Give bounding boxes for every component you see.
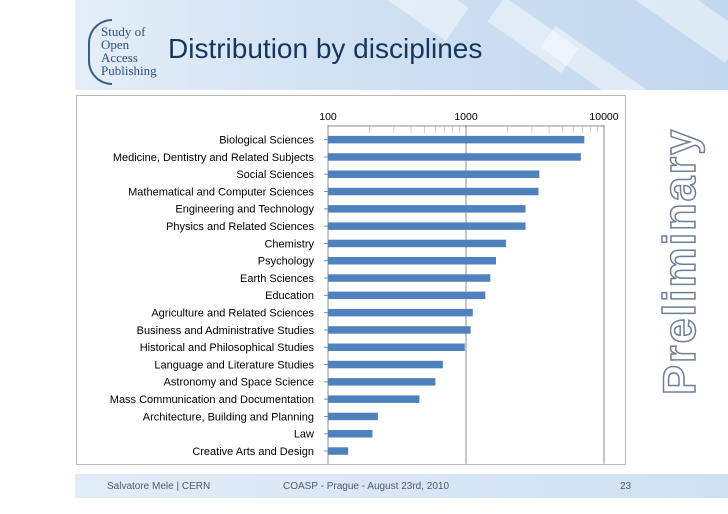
x-tick-label: 100 — [319, 111, 337, 123]
category-label: Mathematical and Computer Sciences — [128, 186, 314, 198]
category-label: Creative Arts and Design — [192, 446, 314, 458]
category-label: Historical and Philosophical Studies — [140, 342, 315, 354]
logo-line-2: Open — [101, 37, 130, 52]
bar — [328, 343, 465, 351]
footer-page-number: 23 — [620, 481, 632, 492]
category-label: Business and Administrative Studies — [137, 325, 315, 337]
bar — [328, 170, 540, 178]
bar — [328, 274, 491, 282]
category-label: Architecture, Building and Planning — [143, 411, 314, 423]
bar — [328, 412, 378, 421]
category-label: Mass Communication and Documentation — [110, 394, 314, 406]
header-band — [75, 0, 728, 90]
preliminary-watermark: Preliminary — [653, 127, 706, 396]
category-label: Engineering and Technology — [175, 204, 314, 216]
category-label: Psychology — [258, 256, 315, 268]
category-label: Agriculture and Related Sciences — [151, 307, 314, 319]
x-tick-label: 10000 — [589, 111, 618, 123]
category-label: Astronomy and Space Science — [164, 377, 314, 389]
category-label: Physics and Related Sciences — [166, 221, 314, 233]
category-label: Education — [265, 290, 314, 302]
logo-line-1: Study of — [101, 24, 146, 39]
category-label: Language and Literature Studies — [154, 359, 314, 371]
bar — [328, 239, 507, 248]
category-label: Biological Sciences — [219, 134, 314, 146]
bar — [328, 360, 443, 369]
bar-chart: 100 1000 10000 Biological Sciences Medicine,… — [110, 111, 619, 464]
footer-event: COASP - Prague - August 23rd, 2010 — [283, 481, 450, 492]
bar — [328, 378, 436, 386]
bar — [328, 187, 539, 196]
logo-line-3: Access — [101, 50, 138, 65]
bar — [328, 153, 581, 161]
bar — [328, 308, 473, 317]
x-tick-label: 1000 — [454, 111, 478, 123]
slide-title: Distribution by disciplines — [168, 33, 483, 64]
footer-band: Salvatore Mele | CERN COASP - Prague - A… — [75, 474, 728, 498]
bar — [328, 135, 585, 144]
category-label: Social Sciences — [236, 169, 314, 181]
category-label: Earth Sciences — [240, 273, 314, 285]
logo-line-4: Publishing — [101, 63, 157, 78]
category-label: Chemistry — [264, 238, 314, 250]
bar — [328, 395, 420, 403]
bar — [328, 326, 471, 334]
bar — [328, 222, 526, 230]
bar — [328, 430, 373, 438]
bar — [328, 447, 349, 455]
bar — [328, 291, 486, 300]
bar — [328, 257, 497, 265]
bar — [328, 205, 526, 213]
footer-author: Salvatore Mele | CERN — [107, 481, 211, 492]
category-label: Medicine, Dentistry and Related Subjects — [113, 152, 315, 164]
chart-frame: 100 1000 10000 Biological Sciences Medicine,… — [76, 95, 626, 465]
study-of-open-access-publishing-logo: Study of Open Access Publishing — [88, 17, 158, 85]
category-label: Law — [294, 429, 314, 441]
